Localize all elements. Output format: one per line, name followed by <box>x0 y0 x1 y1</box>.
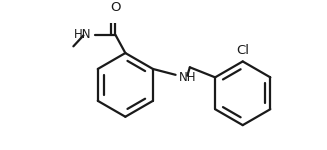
Text: O: O <box>110 1 121 14</box>
Text: Cl: Cl <box>236 44 249 57</box>
Text: HN: HN <box>74 28 92 41</box>
Text: NH: NH <box>179 71 197 84</box>
